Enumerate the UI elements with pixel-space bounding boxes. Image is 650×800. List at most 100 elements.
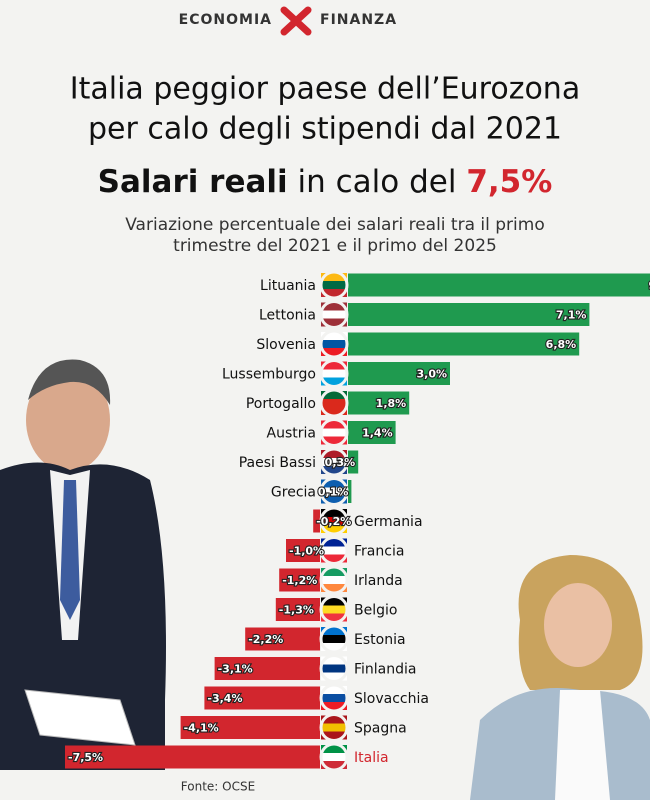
category-label: Austria bbox=[267, 426, 316, 442]
category-label: Portogallo bbox=[246, 396, 316, 412]
right-photo bbox=[470, 555, 650, 800]
flag-stripe bbox=[321, 715, 347, 724]
value-label: 7,1% bbox=[556, 309, 587, 322]
value-label: 0,3% bbox=[325, 456, 356, 469]
flag-stripe bbox=[321, 348, 347, 356]
flag-outline bbox=[319, 359, 349, 388]
flag-stripe bbox=[321, 458, 347, 466]
flag-stripe bbox=[321, 273, 347, 281]
flag-stripe bbox=[321, 745, 347, 753]
flag-stripe bbox=[321, 605, 347, 614]
bar bbox=[348, 362, 450, 385]
flag-stripe bbox=[321, 318, 347, 327]
title-line: per calo degli stipendi dal 2021 bbox=[88, 112, 562, 147]
flag-stripe bbox=[321, 509, 347, 517]
brand-left: ECONOMIA bbox=[179, 12, 272, 28]
value-label: -2,2% bbox=[248, 633, 283, 646]
flag-stripe bbox=[321, 399, 347, 407]
flag-stripe bbox=[321, 761, 347, 769]
bar bbox=[279, 568, 320, 592]
category-label: Irlanda bbox=[354, 573, 403, 589]
value-label: 9,5 bbox=[649, 279, 650, 292]
flag-outline bbox=[319, 565, 349, 595]
flag-stripe bbox=[321, 686, 347, 694]
bar bbox=[348, 332, 580, 356]
flag-stripe bbox=[321, 554, 347, 563]
category-label: Paesi Bassi bbox=[239, 455, 316, 471]
flag-stripe bbox=[321, 377, 347, 386]
subtitle-part: in calo del bbox=[288, 164, 467, 200]
flag-outline bbox=[319, 388, 349, 418]
bar bbox=[180, 716, 320, 739]
flag-stripe bbox=[321, 436, 347, 445]
flag-stripe bbox=[321, 495, 347, 504]
flag-stripe bbox=[321, 361, 347, 370]
category-label: Lussemburgo bbox=[222, 367, 316, 383]
flag-stripe bbox=[321, 340, 347, 348]
flag-stripe bbox=[321, 546, 347, 555]
flag-outline bbox=[319, 595, 349, 624]
category-label: Slovacchia bbox=[354, 691, 429, 707]
flag-stripe bbox=[321, 302, 347, 311]
source: Fonte: OCSE bbox=[181, 780, 255, 794]
subtitle-part: Salari reali bbox=[98, 164, 288, 200]
flag-stripe bbox=[321, 428, 347, 437]
subtitle: Salari reali in calo del 7,5% bbox=[98, 164, 553, 200]
flag-stripe bbox=[321, 568, 347, 576]
category-label: Italia bbox=[354, 750, 389, 766]
flag-stripe bbox=[321, 672, 347, 681]
bar-chart: Lituania 9,5 Lettonia 7,1% Slovenia 6,8% Lusse… bbox=[65, 270, 650, 772]
bar bbox=[348, 391, 410, 415]
title-line: Italia peggior paese dell’Eurozona bbox=[70, 72, 580, 107]
flag-stripe bbox=[321, 643, 347, 651]
flag-stripe bbox=[321, 635, 347, 643]
flag-stripe bbox=[321, 613, 347, 622]
value-label: 0,1% bbox=[318, 486, 349, 499]
flag-outline bbox=[319, 418, 349, 447]
left-photo bbox=[0, 359, 166, 770]
value-label: -1,2% bbox=[282, 574, 317, 587]
flag-outline bbox=[319, 654, 349, 683]
value-label: -3,4% bbox=[207, 692, 242, 705]
bar bbox=[204, 686, 320, 710]
flag-stripe bbox=[321, 391, 347, 399]
bar bbox=[348, 480, 352, 503]
brand-mark bbox=[280, 6, 312, 36]
value-label: -3,1% bbox=[218, 663, 253, 676]
category-label: Grecia bbox=[271, 485, 316, 501]
flag-outline bbox=[319, 447, 349, 477]
value-label: -1,3% bbox=[279, 604, 314, 617]
flag-outline bbox=[319, 624, 349, 654]
flag-outline bbox=[319, 300, 349, 329]
flag-stripe bbox=[321, 538, 347, 547]
flag-stripe bbox=[321, 487, 347, 496]
bar bbox=[348, 273, 650, 297]
flag-stripe bbox=[321, 281, 347, 289]
value-label: -1,0% bbox=[289, 545, 324, 558]
category-label: Lettonia bbox=[259, 308, 316, 324]
flag-stripe bbox=[321, 627, 347, 635]
value-label: 1,8% bbox=[376, 397, 407, 410]
flag-stripe bbox=[321, 369, 347, 378]
bar bbox=[286, 539, 320, 562]
bar bbox=[348, 450, 359, 474]
flag-outline bbox=[319, 477, 349, 506]
value-label: -0,2% bbox=[316, 515, 351, 528]
flag-outline bbox=[319, 683, 349, 713]
flag-stripe bbox=[321, 656, 347, 665]
flag-outline bbox=[319, 713, 349, 742]
value-label: 6,8% bbox=[546, 338, 577, 351]
flag-stripe bbox=[321, 420, 347, 429]
flag-stripe bbox=[321, 664, 347, 673]
category-label: Francia bbox=[354, 544, 404, 560]
category-label: Finlandia bbox=[354, 662, 417, 678]
flag-stripe bbox=[321, 289, 347, 297]
flag-stripe bbox=[321, 466, 347, 474]
flag-stripe bbox=[321, 525, 347, 533]
category-label: Germania bbox=[354, 514, 423, 530]
flag-stripe bbox=[321, 753, 347, 761]
flag-stripe bbox=[321, 597, 347, 606]
value-label: -7,5% bbox=[68, 751, 103, 764]
value-label: 3,0% bbox=[416, 368, 447, 381]
